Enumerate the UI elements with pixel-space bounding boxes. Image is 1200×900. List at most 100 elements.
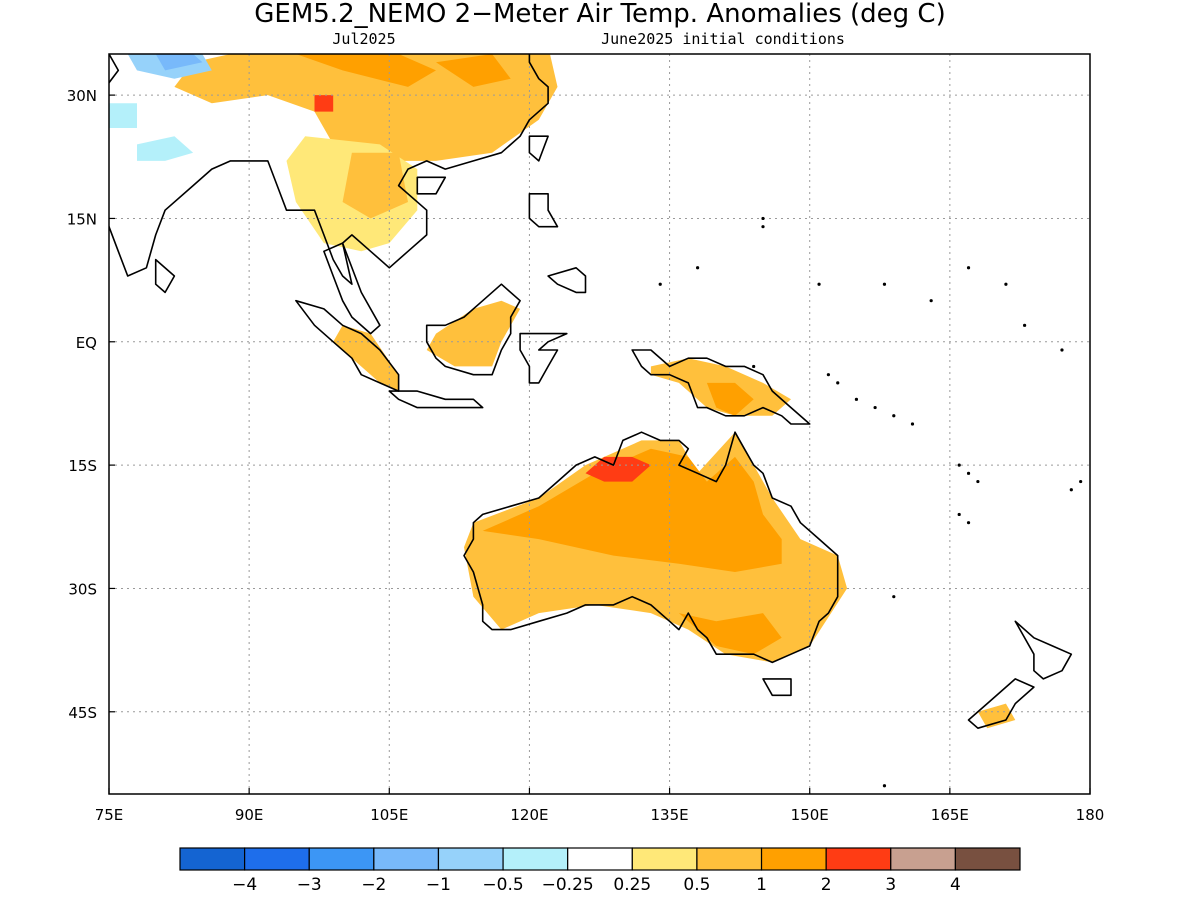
lat-tick-label: 15S: [68, 457, 97, 475]
coastline-hainan: [416, 176, 447, 195]
lon-tick-label: 135E: [651, 806, 689, 824]
colorbar: −4 −3 −2 −1 −0.5 −0.25 0.25 0.5 1 2 3 4: [179, 847, 1021, 895]
anomaly-region-china-warm-3: [436, 54, 511, 87]
island-dot: [836, 381, 840, 385]
island-dot: [966, 471, 971, 475]
colorbar-label: −0.5: [482, 875, 523, 895]
coastline-mindanao: [547, 266, 587, 294]
anomaly-region-china-warm-2: [295, 54, 436, 87]
island-dot: [882, 282, 887, 286]
colorbar-label: −1: [426, 875, 451, 895]
lon-tick-label: 120E: [510, 806, 548, 824]
map-frame: [108, 53, 1091, 795]
colorbar-swatch: [825, 847, 892, 871]
colorbar-label: 4: [950, 875, 961, 895]
anomaly-region-nz-warm: [977, 703, 1016, 729]
island-dot: [957, 463, 961, 467]
colorbar-swatch: [437, 847, 504, 871]
colorbar-label: −2: [361, 875, 386, 895]
anomaly-region-borneo-warm: [426, 300, 521, 367]
colorbar-swatch: [502, 847, 569, 871]
colorbar-label: −0.25: [542, 875, 594, 895]
coastline-borneo: [425, 283, 521, 376]
colorbar-swatch: [179, 847, 246, 871]
island-dot: [817, 282, 821, 286]
colorbar-label: −4: [232, 875, 257, 895]
island-dot: [929, 299, 933, 303]
colorbar-swatch: [631, 847, 698, 871]
island-dot: [1060, 348, 1064, 352]
island-dot: [966, 521, 971, 525]
lon-tick-label: 75E: [95, 806, 124, 824]
coastline-java: [388, 390, 484, 409]
colorbar-swatch: [567, 847, 633, 871]
coastline-australia: [463, 431, 839, 664]
valid-month-label: Jul2025: [332, 30, 395, 48]
anomaly-region-west-india-cool: [109, 103, 137, 128]
island-dot: [976, 479, 980, 484]
lat-tick-label: 30S: [68, 580, 97, 598]
island-dot: [910, 422, 915, 426]
map-title: GEM5.2_NEMO 2−Meter Air Temp. Anomalies …: [254, 0, 945, 29]
coastline-luzon: [528, 193, 559, 228]
colorbar-swatch: [696, 847, 763, 871]
lat-tick-label: 15N: [67, 210, 97, 228]
lon-tick-label: 150E: [791, 806, 829, 824]
lon-tick-label: 165E: [931, 806, 969, 824]
lon-tick-label: 105E: [370, 806, 408, 824]
longitude-axis-labels: 75E 90E 105E 120E 135E 150E 165E 180: [95, 788, 1105, 824]
island-dot: [1004, 282, 1008, 286]
island-dot: [696, 266, 700, 270]
anomaly-region-himalaya-cool-2: [155, 54, 203, 71]
island-dot: [892, 595, 896, 599]
anomaly-region-new-guinea-warm-2: [706, 382, 754, 416]
colorbar-swatch: [308, 847, 375, 871]
island-dot: [892, 414, 896, 418]
anomaly-region-australia-warm-2: [482, 448, 782, 572]
map-plot-area: [109, 54, 1090, 794]
island-dot: [854, 397, 859, 401]
anomaly-region-sumatra-warm: [333, 325, 399, 392]
lon-tick-label: 180: [1076, 806, 1105, 824]
island-dot: [882, 784, 887, 788]
coastline-new-guinea: [631, 349, 811, 425]
anomaly-shading-layer: [109, 54, 1016, 729]
colorbar-swatch: [890, 847, 956, 871]
anomaly-region-north-australia-hot: [585, 456, 651, 482]
coastline-asia-mainland: [109, 54, 549, 286]
anomaly-region-central-india-cool: [137, 136, 194, 161]
graticule-layer: [109, 54, 1090, 794]
colorbar-label: 2: [821, 875, 832, 895]
anomaly-region-australia-warm-3: [678, 613, 782, 655]
colorbar-label: 3: [885, 875, 896, 895]
lon-tick-label: 90E: [235, 806, 264, 824]
initial-conditions-label: June2025 initial conditions: [601, 30, 845, 48]
colorbar-label: 0.5: [683, 875, 710, 895]
coastline-sulawesi: [519, 332, 568, 384]
island-dot: [761, 225, 765, 229]
colorbar-label: 0.25: [613, 875, 651, 895]
coastline-tasmania: [762, 678, 792, 697]
island-dot: [826, 373, 831, 377]
anomaly-region-tibet-hot: [314, 95, 334, 112]
coastline-malay-peninsula: [323, 242, 381, 335]
colorbar-swatch: [244, 847, 310, 871]
island-dot: [966, 266, 971, 270]
latitude-axis-labels: 30N 15N EQ 15S 30S 45S: [67, 87, 115, 722]
coastline-taiwan: [528, 135, 549, 162]
island-dot: [873, 405, 877, 410]
colorbar-swatch: [954, 847, 1021, 871]
colorbar-label: −3: [297, 875, 322, 895]
lat-tick-label: 45S: [68, 704, 97, 722]
island-dot: [761, 216, 765, 221]
island-dot: [658, 282, 662, 286]
colorbar-swatch: [373, 847, 440, 871]
island-dot: [957, 512, 961, 517]
island-dot: [1079, 479, 1083, 484]
coastline-nz-north: [1014, 620, 1073, 680]
anomaly-region-indochina-warm-2: [342, 152, 408, 219]
coastline-nz-south: [967, 678, 1035, 730]
lat-tick-label: 30N: [67, 87, 97, 105]
island-dot: [1069, 488, 1073, 492]
